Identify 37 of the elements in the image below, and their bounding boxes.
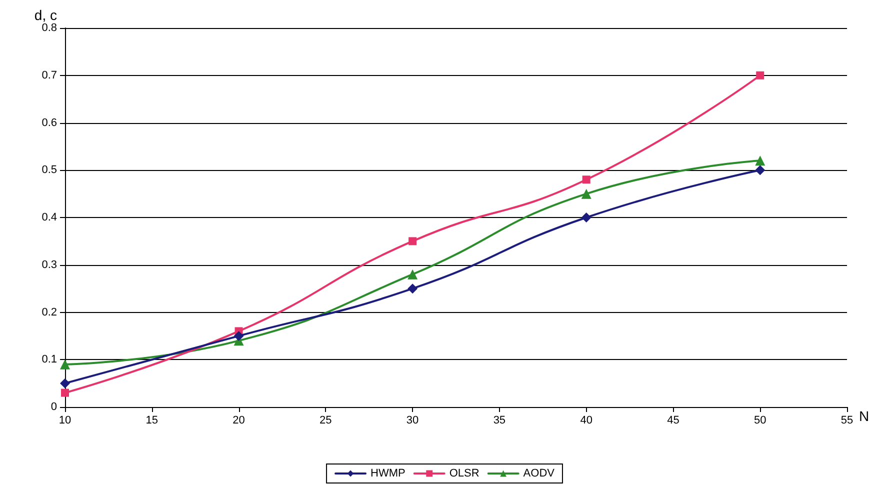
x-tick-label: 25 <box>320 414 332 426</box>
point <box>582 176 590 184</box>
legend-label: OLSR <box>449 468 480 480</box>
point <box>234 330 244 341</box>
legend-label: AODV <box>523 468 556 480</box>
point <box>60 359 70 370</box>
point <box>581 188 592 199</box>
point <box>755 156 766 166</box>
point <box>756 71 764 80</box>
x-tick-label: 55 <box>840 414 854 426</box>
y-tick-label: 0.7 <box>42 69 57 82</box>
y-axis-title: d, c <box>34 7 57 23</box>
x-tick-label: 35 <box>493 414 506 426</box>
y-tick-label: 0.3 <box>42 258 57 271</box>
x-tick-label: 40 <box>580 414 592 426</box>
point <box>408 269 418 280</box>
y-tick-label: 0.1 <box>42 354 57 366</box>
y-tick-label: 0.2 <box>42 306 57 318</box>
x-tick-label: 50 <box>754 414 766 426</box>
x-tick-label: 15 <box>146 414 158 426</box>
y-tick-label: 0.6 <box>42 116 57 129</box>
y-tick-label: 0 <box>50 401 57 413</box>
point <box>61 388 69 397</box>
x-tick-label: 10 <box>58 414 72 426</box>
point <box>60 378 70 388</box>
point <box>408 284 418 294</box>
point <box>408 237 417 246</box>
x-tick-label: 30 <box>406 414 419 426</box>
x-tick-label: 45 <box>667 414 680 426</box>
y-tick-label: 0.5 <box>42 164 57 176</box>
point <box>755 165 766 176</box>
y-tick-label: 0.8 <box>42 22 57 34</box>
y-tick-label: 0.4 <box>42 212 57 224</box>
x-axis-title: N <box>859 408 870 424</box>
legend-label: HWMP <box>370 468 406 480</box>
x-tick-label: 20 <box>232 414 245 426</box>
point <box>581 212 592 222</box>
